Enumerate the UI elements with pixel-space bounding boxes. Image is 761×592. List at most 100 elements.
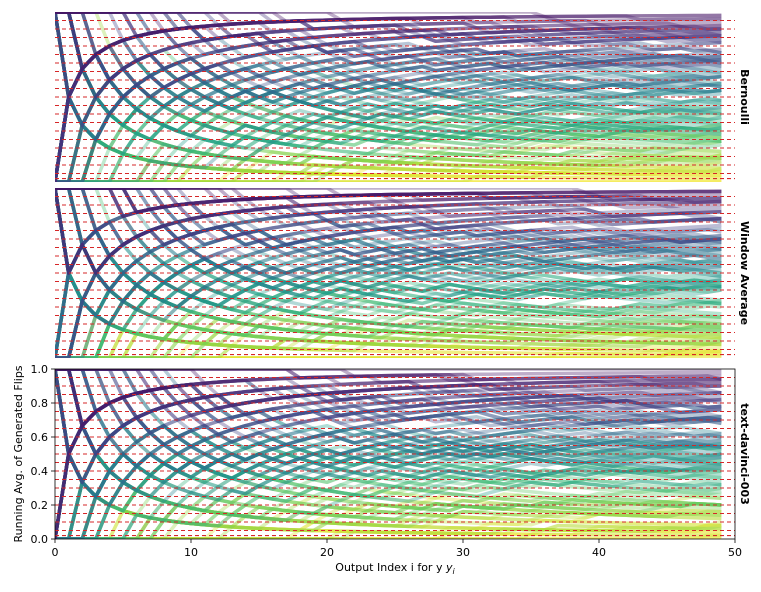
series-line-text-davinci-003-p15-run1 [55,369,722,456]
series-line-window-average-p14-run3 [55,188,722,258]
series-line-text-davinci-003-p4-run1 [55,452,722,539]
series-line-bernoulli-p15-run3 [55,52,722,182]
series-line-window-average-p13-run5 [55,242,722,358]
series-line-window-average-p11-run5 [55,188,722,287]
series-line-bernoulli-p1-run3 [55,137,722,182]
series-line-text-davinci-003-p4-run4 [55,480,722,539]
series-line-window-average-p11-run4 [55,237,722,358]
series-line-bernoulli-p14-run3 [55,12,722,106]
series-line-bernoulli-p8-run3 [55,112,722,182]
series-line-text-davinci-003-p13-run0 [55,404,722,539]
series-line-window-average-p0-run2 [55,331,722,358]
series-line-window-average-p16-run4 [55,237,722,358]
series-line-bernoulli-p3-run1 [55,155,722,182]
series-line-window-average-p5-run0 [55,299,722,358]
series-line-window-average-p5-run2 [55,313,722,358]
series-line-text-davinci-003-p16-run4 [55,369,722,439]
series-line-window-average-p4-run0 [55,188,722,332]
series-line-bernoulli-p6-run0 [55,95,722,182]
series-line-bernoulli-p2-run2 [55,12,722,172]
series-line-text-davinci-003-p15-run2 [55,393,722,539]
series-line-window-average-p7-run2 [55,188,722,336]
series-line-bernoulli-p15-run4 [55,12,722,82]
series-line-text-davinci-003-p6-run1 [55,462,722,539]
series-line-text-davinci-003-p9-run5 [55,479,722,539]
target-lines-text-davinci-003 [55,376,735,537]
series-line-text-davinci-003-p2-run0 [55,488,722,539]
x-tick-label-4: 40 [592,546,606,559]
series-line-bernoulli-p12-run0 [55,52,722,182]
series-line-window-average-p15-run3 [55,188,722,237]
series-line-bernoulli-p16-run2 [55,34,722,182]
y-axis: 0.0 0.2 0.4 0.6 0.8 1.0 [31,363,55,546]
panel-text-davinci-003: 0.0 0.2 0.4 0.6 0.8 1.0 0 10 20 30 40 50 text-davi… [31,363,752,559]
series-line-bernoulli-p7-run5 [55,12,722,145]
x-tick-label-2: 20 [320,546,334,559]
series-line-window-average-p14-run5 [55,188,722,266]
series-line-window-average-p6-run0 [55,188,722,298]
series-line-window-average-p13-run2 [55,188,722,258]
series-line-text-davinci-003-p8-run1 [55,465,722,539]
series-line-bernoulli-p19-run2 [55,12,722,27]
series-line-window-average-p11-run3 [55,188,722,297]
series-line-text-davinci-003-p9-run0 [55,369,722,456]
series-line-bernoulli-p9-run0 [55,112,722,182]
series-line-bernoulli-p2-run3 [55,143,722,182]
series-line-bernoulli-p19-run3 [55,12,722,29]
series-line-text-davinci-003-p0-run0 [55,531,722,539]
series-line-window-average-p11-run2 [55,188,722,304]
series-line-window-average-p15-run5 [55,188,722,250]
series-line-text-davinci-003-p17-run1 [55,395,722,539]
series-line-bernoulli-p11-run5 [55,12,722,116]
series-line-text-davinci-003-p18-run0 [55,369,722,456]
series-line-text-davinci-003-p1-run4 [55,507,722,539]
series-line-window-average-p2-run4 [55,329,722,358]
series-line-text-davinci-003-p7-run1 [55,369,722,489]
series-line-window-average-p7-run4 [55,188,722,318]
series-line-window-average-p4-run2 [55,292,722,358]
series-line-bernoulli-p6-run5 [55,125,722,182]
series-line-text-davinci-003-p11-run3 [55,458,722,539]
series-line-window-average-p18-run0 [55,188,722,215]
series-line-text-davinci-003-p8-run2 [55,423,722,539]
series-line-window-average-p1-run5 [55,313,722,358]
series-line-bernoulli-p7-run2 [55,66,722,182]
series-line-bernoulli-p5-run3 [55,95,722,182]
series-line-bernoulli-p8-run1 [55,102,722,182]
series-line-window-average-p1-run3 [55,333,722,358]
series-line-bernoulli-p13-run0 [55,38,722,182]
series-line-window-average-p11-run0 [55,228,722,358]
series-line-bernoulli-p12-run4 [55,12,722,68]
series-line-text-davinci-003-p6-run5 [55,423,722,539]
series-line-text-davinci-003-p1-run3 [55,520,722,539]
series-line-text-davinci-003-p13-run1 [55,369,722,426]
series-line-window-average-p12-run4 [55,234,722,358]
series-line-bernoulli-p14-run2 [55,12,722,70]
series-line-bernoulli-p17-run2 [55,12,722,45]
x-axis-title-y: y [445,561,453,574]
series-line-bernoulli-p7-run4 [55,115,722,182]
series-line-text-davinci-003-p13-run2 [55,369,722,422]
series-line-text-davinci-003-p5-run2 [55,498,722,539]
x-axis: 0 10 20 30 40 50 [52,539,742,559]
series-line-bernoulli-p12-run3 [55,12,722,99]
series-line-bernoulli-p8-run2 [55,12,722,148]
series-line-window-average-p19-run1 [55,188,722,275]
series-line-window-average-p3-run3 [55,319,722,358]
series-line-text-davinci-003-p8-run4 [55,369,722,507]
series-line-text-davinci-003-p0-run1 [55,480,722,539]
series-line-text-davinci-003-p2-run1 [55,452,722,539]
series-line-window-average-p4-run3 [55,313,722,358]
series-line-text-davinci-003-p2-run5 [55,480,722,539]
series-line-window-average-p3-run2 [55,299,722,358]
series-line-text-davinci-003-p4-run5 [55,452,722,539]
series-line-bernoulli-p4-run3 [55,107,722,182]
series-line-text-davinci-003-p7-run2 [55,452,722,539]
series-line-window-average-p5-run4 [55,313,722,358]
series-line-bernoulli-p18-run0 [55,12,722,39]
series-line-window-average-p17-run4 [55,216,722,358]
series-line-text-davinci-003-p3-run1 [55,500,722,539]
series-line-text-davinci-003-p12-run1 [55,426,722,539]
series-line-window-average-p16-run2 [55,188,722,238]
series-line-window-average-p4-run4 [55,331,722,358]
